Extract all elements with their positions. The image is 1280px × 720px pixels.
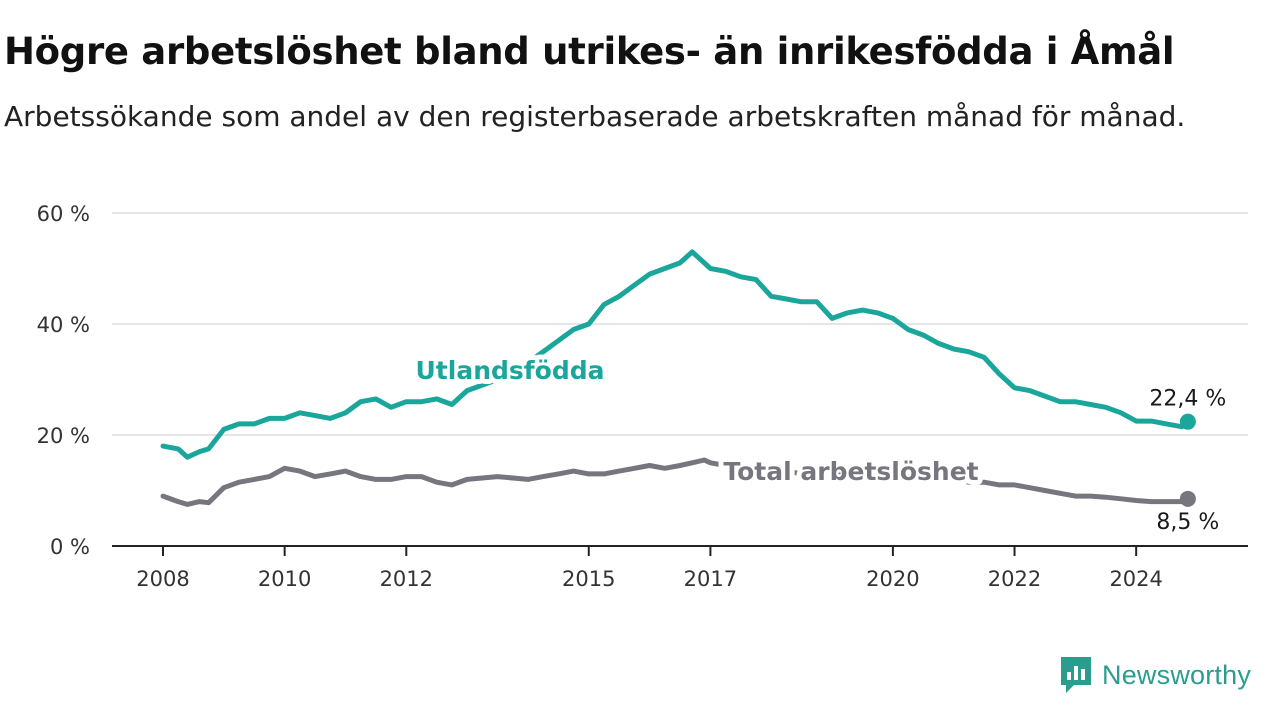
series-name-halo: Total arbetslöshet [723,457,978,486]
chart-subtitle: Arbetssökande som andel av den registerb… [4,100,1186,133]
series-end-label: 8,5 % [1156,510,1219,535]
x-tick-label: 2008 [136,567,189,591]
series-end-point [1179,490,1196,507]
x-tick-label: 2024 [1109,567,1162,591]
series-end-label: 22,4 % [1149,387,1226,412]
y-tick-label: 40 % [37,313,90,337]
newsworthy-logo-icon [1061,657,1091,693]
newsworthy-logo: Newsworthy [1058,654,1251,696]
y-axis-ticks: 0 % 20 % 40 % 60 % [37,202,90,559]
x-tick-label: 2020 [866,567,919,591]
x-tick-label: 2017 [684,567,737,591]
series-name-label: Utlandsfödda [416,356,605,385]
series-line-utlandsfodda [160,249,1191,460]
series-name-label: Total arbetslöshet [723,457,978,486]
newsworthy-logo-text: Newsworthy [1102,659,1252,690]
y-tick-label: 20 % [37,424,90,448]
y-tick-label: 60 % [37,202,90,226]
x-tick-label: 2012 [380,567,433,591]
y-tick-label: 0 % [50,535,90,559]
x-tick-label: 2022 [988,567,1041,591]
series-labels: 22,4 %8,5 %UtlandsföddaUtlandsföddaTotal… [411,351,1227,535]
gridlines [112,212,1248,436]
x-tick-label: 2010 [258,567,311,591]
chart-title: Högre arbetslöshet bland utrikes- än inr… [4,30,1175,73]
series-lines [160,249,1196,507]
series-line-total [160,457,1191,507]
series-end-point [1179,413,1196,430]
x-tick-label: 2015 [562,567,615,591]
series-name-halo: Utlandsfödda [416,356,605,385]
x-axis: 2008 2010 2012 2015 2017 2020 2022 2024 [112,545,1248,591]
